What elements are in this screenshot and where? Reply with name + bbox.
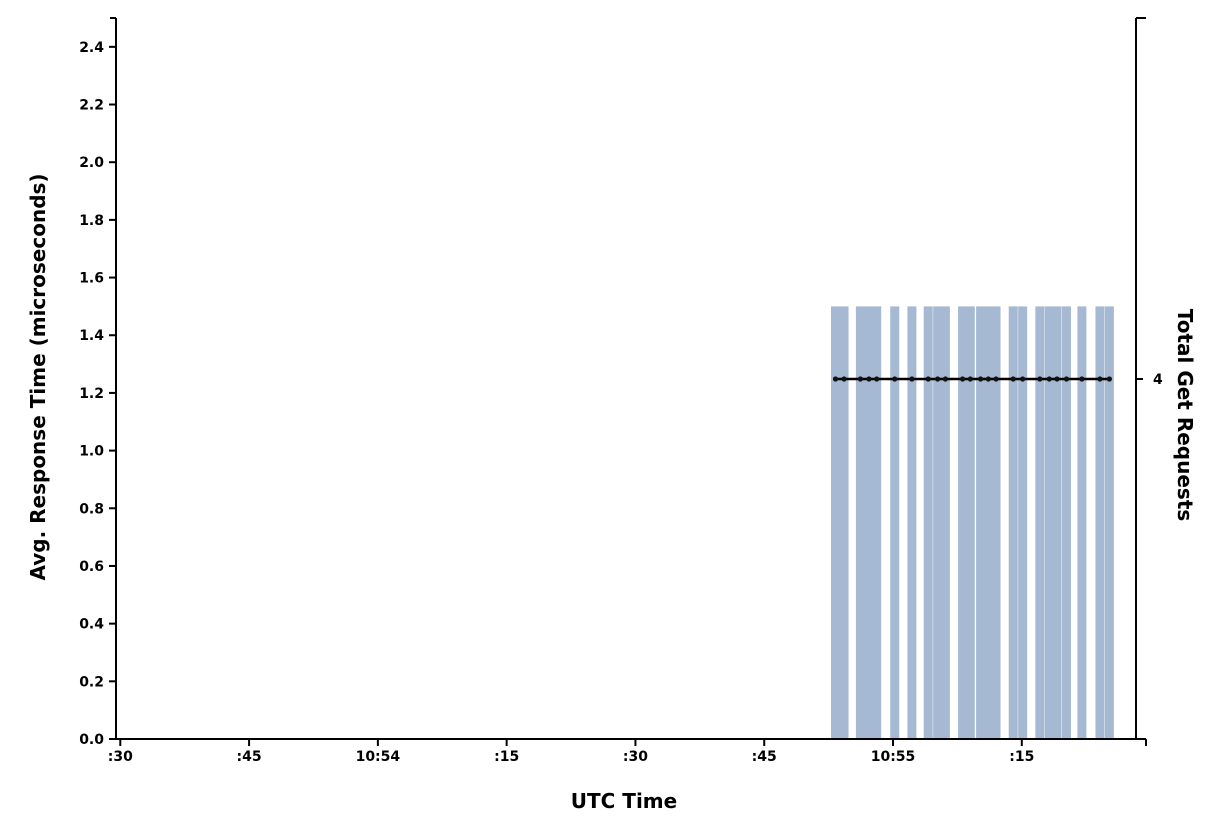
- y-axis-title-right: Total Get Requests: [1173, 309, 1197, 522]
- bar: [855, 306, 865, 739]
- x-tick-label: :15: [494, 749, 519, 765]
- bar: [991, 306, 1001, 739]
- requests-point: [925, 376, 931, 382]
- bar: [907, 306, 917, 739]
- requests-point: [832, 376, 839, 382]
- x-tick-label: :30: [108, 749, 133, 765]
- requests-point: [1097, 376, 1103, 382]
- bar: [1061, 306, 1071, 739]
- y-left-tick-label: 1.8: [79, 213, 104, 229]
- bar: [983, 306, 993, 739]
- bar: [1044, 306, 1054, 739]
- bar: [1035, 306, 1045, 739]
- bar: [958, 306, 968, 739]
- requests-point: [985, 376, 991, 382]
- requests-point: [959, 376, 966, 382]
- bar: [872, 306, 882, 739]
- x-tick-label: :15: [1009, 749, 1034, 765]
- bar: [940, 306, 950, 739]
- y-left-tick-label: 1.4: [79, 328, 104, 344]
- bars-layer: [830, 306, 1114, 739]
- requests-point: [909, 376, 915, 382]
- requests-point: [977, 376, 984, 382]
- bar: [830, 306, 840, 739]
- y-left-tick-label: 2.2: [79, 98, 104, 114]
- bar: [1052, 306, 1062, 739]
- requests-point: [1106, 376, 1112, 382]
- x-tick-label: 10:55: [871, 749, 916, 765]
- x-tick-label: 10:54: [356, 749, 401, 765]
- y-left-tick-label: 0.2: [79, 674, 104, 690]
- bar: [1104, 306, 1114, 739]
- bar: [933, 306, 943, 739]
- requests-point: [874, 376, 880, 382]
- requests-point: [1046, 376, 1052, 382]
- requests-point: [866, 376, 872, 382]
- y-left-tick-label: 0.4: [79, 617, 104, 633]
- y-left-tick-label: 2.4: [79, 40, 104, 56]
- x-axis-title: UTC Time: [571, 789, 677, 813]
- x-tick-label: :45: [752, 749, 777, 765]
- bar: [864, 306, 874, 739]
- bar: [890, 306, 900, 739]
- requests-point: [935, 376, 941, 382]
- requests-point: [942, 376, 948, 382]
- requests-point: [967, 376, 973, 382]
- bar: [1008, 306, 1018, 739]
- axes-layer: [109, 17, 1147, 746]
- y-left-tick-label: 1.0: [79, 444, 104, 460]
- requests-point: [1054, 376, 1060, 382]
- line-layer: [832, 376, 1112, 382]
- bar: [923, 306, 933, 739]
- requests-point: [1010, 376, 1016, 382]
- requests-point: [993, 376, 999, 382]
- bar: [1077, 306, 1087, 739]
- bar: [1018, 306, 1028, 739]
- x-tick-label: :30: [623, 749, 648, 765]
- bar: [965, 306, 975, 739]
- requests-point: [841, 376, 847, 382]
- y-left-tick-label: 1.6: [79, 271, 104, 287]
- y-left-tick-label: 0.8: [79, 501, 104, 517]
- y-left-tick-label: 2.0: [79, 155, 104, 171]
- requests-point: [1020, 376, 1026, 382]
- bar: [1095, 306, 1105, 739]
- requests-point: [1063, 376, 1070, 382]
- bar: [976, 306, 986, 739]
- labels-layer: 0.0 0.2 0.4 0.6 0.8 1.0 1.2 1.4 1.6 1.8 2.0 2.2 2.4:…: [79, 40, 1163, 765]
- y-left-tick-label: 0.0: [79, 732, 104, 748]
- y-axis-title-left: Avg. Response Time (microseconds): [26, 173, 50, 580]
- requests-point: [892, 376, 898, 382]
- bar: [839, 306, 849, 739]
- requests-point: [1079, 376, 1085, 382]
- requests-point: [857, 376, 863, 382]
- requests-point: [1037, 376, 1043, 382]
- x-tick-label: :45: [237, 749, 262, 765]
- y-left-tick-label: 0.6: [79, 559, 104, 575]
- y-right-tick-label: 4: [1153, 372, 1163, 388]
- y-left-tick-label: 1.2: [79, 386, 104, 402]
